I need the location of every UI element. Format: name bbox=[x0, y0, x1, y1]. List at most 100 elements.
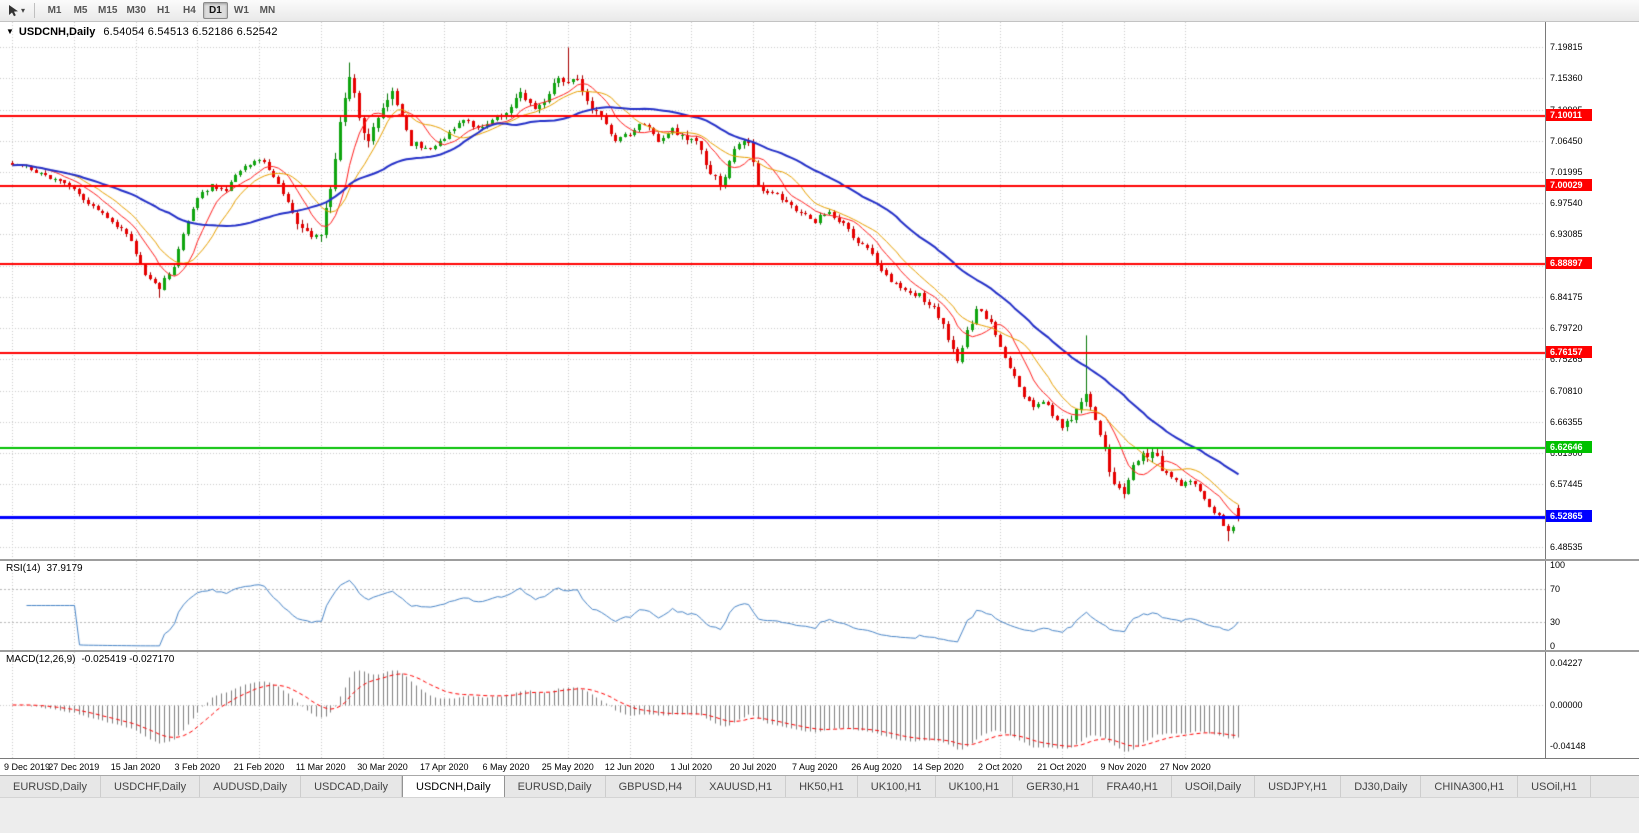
chart-tab-uk100-h1[interactable]: UK100,H1 bbox=[857, 776, 936, 797]
date-label: 15 Jan 2020 bbox=[110, 762, 161, 772]
date-label: 9 Nov 2020 bbox=[1100, 762, 1147, 772]
macd-tick: 0.04227 bbox=[1550, 658, 1583, 669]
price-chart-canvas[interactable] bbox=[0, 22, 1545, 559]
date-label: 2 Oct 2020 bbox=[977, 762, 1023, 772]
cursor-caret-icon[interactable]: ▾ bbox=[21, 6, 26, 15]
date-axis[interactable]: 9 Dec 2019 27 Dec 2019 15 Jan 2020 3 Feb 20… bbox=[0, 758, 1639, 775]
price-line-tag: 6.88897 bbox=[1546, 256, 1592, 269]
bottom-strip bbox=[0, 797, 1639, 833]
chart-ohlc-values: 6.54054 6.54513 6.52186 6.52542 bbox=[103, 26, 278, 38]
timeframe-button-m1[interactable]: M1 bbox=[47, 5, 62, 16]
date-label: 1 Jul 2020 bbox=[670, 762, 713, 772]
price-panel: ▼ USDCNH,Daily 6.54054 6.54513 6.52186 6.5… bbox=[0, 22, 1639, 559]
rsi-tick: 70 bbox=[1550, 584, 1561, 595]
chart-collapse-icon[interactable]: ▼ bbox=[6, 27, 14, 36]
date-label: 12 Jun 2020 bbox=[604, 762, 655, 772]
chart-tab-usdcnh-daily[interactable]: USDCNH,Daily bbox=[402, 776, 505, 797]
toolbar-divider bbox=[34, 3, 36, 18]
rsi-canvas[interactable] bbox=[0, 561, 1545, 650]
chart-tab-uk100-h1[interactable]: UK100,H1 bbox=[935, 776, 1014, 797]
timeframe-button-m15[interactable]: M15 bbox=[98, 5, 118, 16]
price-tick: 6.79720 bbox=[1550, 323, 1583, 334]
date-label: 26 Aug 2020 bbox=[851, 762, 902, 772]
chart-tab-hk50-h1[interactable]: HK50,H1 bbox=[786, 776, 858, 797]
macd-canvas[interactable] bbox=[0, 652, 1545, 758]
rsi-value: 37.9179 bbox=[46, 563, 83, 574]
macd-values: -0.025419 -0.027170 bbox=[81, 654, 175, 665]
price-line-tag: 7.00029 bbox=[1546, 178, 1592, 191]
macd-label: MACD(12,26,9) -0.025419 -0.027170 bbox=[6, 654, 174, 665]
date-label: 6 May 2020 bbox=[482, 762, 530, 772]
chart-tab-audusd-daily[interactable]: AUDUSD,Daily bbox=[200, 776, 302, 797]
cursor-tool-icon[interactable] bbox=[5, 2, 21, 19]
date-label: 9 Dec 2019 bbox=[4, 762, 51, 772]
date-label: 3 Feb 2020 bbox=[174, 762, 221, 772]
macd-axis[interactable]: 0.04227 0.00000 -0.04148 bbox=[1545, 652, 1639, 758]
chart-tab-gbpusd-h4[interactable]: GBPUSD,H4 bbox=[605, 776, 697, 797]
price-tick: 6.66355 bbox=[1550, 416, 1583, 427]
timeframe-button-m30[interactable]: M30 bbox=[126, 5, 146, 16]
rsi-axis[interactable]: 100 70 30 0 bbox=[1545, 560, 1639, 651]
date-label: 25 May 2020 bbox=[541, 762, 594, 772]
rsi-tick: 30 bbox=[1550, 616, 1561, 627]
price-line-tag: 6.76157 bbox=[1546, 346, 1592, 359]
macd-tick: -0.04148 bbox=[1550, 741, 1586, 752]
chart-tab-usdchf-daily[interactable]: USDCHF,Daily bbox=[100, 776, 201, 797]
chart-window: ▼ USDCNH,Daily 6.54054 6.54513 6.52186 6.5… bbox=[0, 22, 1639, 775]
date-label: 21 Oct 2020 bbox=[1037, 762, 1087, 772]
chart-tab-eurusd-daily[interactable]: EURUSD,Daily bbox=[0, 776, 101, 797]
date-label: 11 Mar 2020 bbox=[295, 762, 346, 772]
price-tick: 6.61900 bbox=[1550, 448, 1583, 459]
macd-tick: 0.00000 bbox=[1550, 700, 1583, 710]
macd-name: MACD(12,26,9) bbox=[6, 654, 76, 665]
rsi-panel: RSI(14) 37.9179 100 70 30 0 bbox=[0, 560, 1639, 651]
price-tick: 6.75265 bbox=[1550, 354, 1583, 365]
rsi-label: RSI(14) 37.9179 bbox=[6, 563, 83, 574]
chart-tabs-bar: EURUSD,Daily USDCHF,Daily AUDUSD,Daily USDC… bbox=[0, 775, 1639, 797]
chart-tab-usoil-daily[interactable]: USOil,Daily bbox=[1171, 776, 1256, 797]
price-tick: 6.70810 bbox=[1550, 385, 1583, 396]
panel-separator-2[interactable] bbox=[0, 650, 1639, 652]
price-line-tag: 7.10011 bbox=[1546, 108, 1592, 121]
timeframe-button-h4[interactable]: H4 bbox=[183, 5, 196, 16]
panel-separator-1[interactable] bbox=[0, 559, 1639, 561]
price-tick: 7.01995 bbox=[1550, 166, 1583, 177]
timeframe-button-w1[interactable]: W1 bbox=[233, 5, 249, 16]
rsi-tick: 0 bbox=[1550, 641, 1556, 651]
timeframe-buttons: M1 M5 M15 M30 H1 H4 D1 W1 MN bbox=[42, 2, 280, 19]
date-label: 14 Sep 2020 bbox=[912, 762, 964, 772]
date-label: 7 Aug 2020 bbox=[791, 762, 838, 772]
timeframe-button-m5[interactable]: M5 bbox=[73, 5, 88, 16]
rsi-tick: 100 bbox=[1550, 560, 1566, 570]
chart-tab-fra40-h1[interactable]: FRA40,H1 bbox=[1093, 776, 1172, 797]
chart-tab-usdcad-daily[interactable]: USDCAD,Daily bbox=[301, 776, 403, 797]
price-tick: 6.48535 bbox=[1550, 541, 1583, 552]
chart-tab-xauusd-h1[interactable]: XAUUSD,H1 bbox=[696, 776, 787, 797]
chart-tab-dj30-daily[interactable]: DJ30,Daily bbox=[1341, 776, 1422, 797]
price-line-tag: 6.52865 bbox=[1546, 509, 1592, 522]
date-label: 17 Apr 2020 bbox=[419, 762, 469, 772]
chart-tab-eurusd-daily[interactable]: EURUSD,Daily bbox=[504, 776, 606, 797]
top-toolbar: ▾ M1 M5 M15 M30 H1 H4 D1 W1 MN bbox=[0, 0, 1639, 22]
date-label: 20 Jul 2020 bbox=[729, 762, 777, 772]
date-label: 27 Dec 2019 bbox=[48, 762, 100, 772]
price-tick: 6.97540 bbox=[1550, 198, 1583, 209]
price-tick: 6.93085 bbox=[1550, 229, 1583, 240]
date-label: 27 Nov 2020 bbox=[1159, 762, 1211, 772]
chart-tab-usoil-h1[interactable]: USOil,H1 bbox=[1518, 776, 1591, 797]
rsi-name: RSI(14) bbox=[6, 563, 41, 574]
price-tick: 6.57445 bbox=[1550, 479, 1583, 490]
chart-tab-china300-h1[interactable]: CHINA300,H1 bbox=[1421, 776, 1519, 797]
date-label: 21 Feb 2020 bbox=[233, 762, 285, 772]
chart-title: ▼ USDCNH,Daily 6.54054 6.54513 6.52186 6.5… bbox=[6, 26, 278, 38]
chart-tab-ger30-h1[interactable]: GER30,H1 bbox=[1013, 776, 1094, 797]
timeframe-button-mn[interactable]: MN bbox=[259, 5, 276, 16]
chart-tab-usdjpy-h1[interactable]: USDJPY,H1 bbox=[1255, 776, 1342, 797]
timeframe-button-h1[interactable]: H1 bbox=[157, 5, 170, 16]
price-tick: 7.19815 bbox=[1550, 42, 1583, 52]
timeframe-button-d1[interactable]: D1 bbox=[202, 2, 228, 19]
macd-panel: MACD(12,26,9) -0.025419 -0.027170 0.04227… bbox=[0, 652, 1639, 758]
chart-symbol-label: USDCNH,Daily bbox=[18, 26, 96, 38]
price-axis[interactable]: 7.198157.153607.109057.064507.019956.975… bbox=[1545, 22, 1639, 559]
